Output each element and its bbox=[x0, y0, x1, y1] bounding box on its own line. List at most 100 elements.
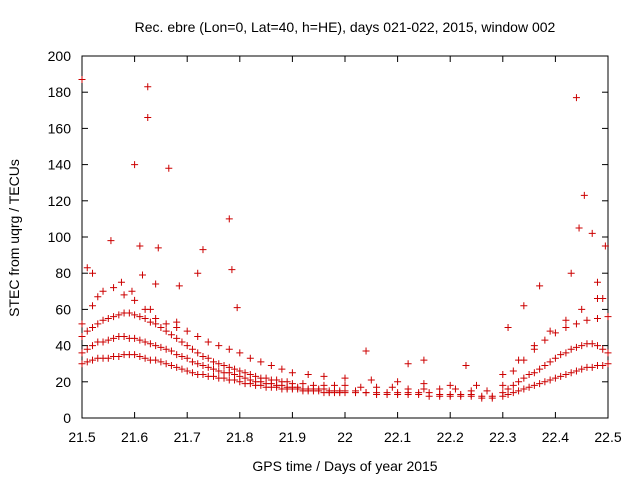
data-point bbox=[601, 242, 609, 250]
data-point bbox=[236, 349, 244, 357]
data-point bbox=[178, 352, 186, 360]
data-point bbox=[273, 376, 281, 384]
data-point bbox=[167, 362, 175, 370]
data-point bbox=[515, 356, 523, 364]
x-axis-label: GPS time / Days of year 2015 bbox=[252, 458, 437, 474]
data-point bbox=[362, 347, 370, 355]
y-tick-label: 160 bbox=[48, 120, 72, 136]
data-point bbox=[436, 385, 444, 393]
data-point bbox=[141, 354, 149, 362]
data-point bbox=[341, 381, 349, 389]
data-point bbox=[446, 381, 454, 389]
data-point bbox=[125, 309, 133, 317]
data-point bbox=[457, 390, 465, 398]
data-point bbox=[154, 244, 162, 252]
data-point bbox=[278, 365, 286, 373]
data-point bbox=[152, 280, 160, 288]
data-point bbox=[352, 387, 360, 395]
data-point bbox=[94, 293, 102, 301]
x-axis-ticks: 21.5 21.6 21.7 21.8 21.9 22 22.1 22.2 22.3 22.4 22… bbox=[68, 56, 622, 445]
data-point bbox=[593, 278, 601, 286]
data-point bbox=[267, 362, 275, 370]
data-point bbox=[473, 381, 480, 389]
data-point bbox=[162, 320, 170, 328]
data-point bbox=[415, 389, 423, 397]
data-point bbox=[183, 327, 191, 335]
data-point bbox=[131, 351, 139, 359]
x-tick-label: 22.2 bbox=[437, 429, 464, 445]
data-point bbox=[146, 318, 154, 326]
data-point bbox=[188, 358, 196, 366]
data-point bbox=[131, 334, 139, 342]
data-point bbox=[215, 367, 223, 375]
data-point bbox=[146, 340, 154, 348]
data-point bbox=[210, 372, 217, 380]
data-point bbox=[120, 291, 128, 299]
y-tick-label: 0 bbox=[63, 410, 71, 426]
data-point bbox=[504, 324, 512, 331]
x-tick-label: 21.7 bbox=[174, 429, 201, 445]
data-point bbox=[562, 349, 570, 357]
x-tick-label: 22.3 bbox=[489, 429, 516, 445]
data-point bbox=[446, 390, 454, 398]
data-point bbox=[117, 278, 125, 286]
data-point bbox=[288, 369, 296, 377]
data-point bbox=[467, 387, 475, 395]
data-point bbox=[225, 363, 233, 371]
data-point bbox=[567, 269, 575, 277]
data-point bbox=[575, 224, 583, 232]
data-point bbox=[89, 302, 97, 310]
data-point bbox=[499, 381, 507, 389]
data-point bbox=[83, 264, 91, 272]
data-point bbox=[204, 363, 212, 371]
data-point bbox=[509, 389, 517, 397]
data-point bbox=[520, 385, 528, 393]
data-point bbox=[604, 360, 612, 368]
data-point bbox=[178, 338, 186, 346]
data-point bbox=[157, 343, 165, 351]
data-point bbox=[367, 376, 375, 384]
data-point bbox=[99, 338, 107, 346]
data-point bbox=[115, 352, 123, 360]
data-point bbox=[183, 367, 191, 375]
data-point bbox=[152, 356, 160, 364]
data-point bbox=[141, 314, 149, 322]
data-point bbox=[262, 374, 270, 382]
data-point bbox=[536, 380, 544, 388]
data-point bbox=[104, 354, 112, 362]
data-point bbox=[567, 369, 575, 377]
data-point bbox=[578, 365, 586, 373]
data-point bbox=[593, 314, 601, 322]
data-point bbox=[138, 271, 146, 279]
data-point bbox=[78, 360, 86, 368]
data-point bbox=[530, 369, 538, 377]
data-point bbox=[78, 76, 86, 84]
data-point bbox=[152, 314, 160, 322]
y-tick-label: 120 bbox=[48, 193, 72, 209]
data-point bbox=[252, 372, 260, 380]
data-point bbox=[110, 313, 118, 321]
data-point bbox=[604, 313, 612, 321]
data-point bbox=[530, 381, 538, 389]
data-point bbox=[420, 356, 428, 364]
data-point bbox=[330, 381, 338, 389]
data-point bbox=[320, 372, 328, 380]
data-point bbox=[462, 362, 470, 370]
data-point bbox=[572, 320, 580, 328]
data-point bbox=[562, 324, 570, 331]
data-point bbox=[115, 311, 123, 319]
data-point bbox=[183, 342, 191, 350]
data-point bbox=[551, 374, 559, 382]
data-point bbox=[131, 311, 139, 319]
data-point bbox=[199, 362, 207, 370]
data-point bbox=[525, 383, 533, 391]
data-point bbox=[204, 338, 212, 346]
data-point bbox=[183, 354, 191, 362]
data-point bbox=[204, 354, 212, 362]
data-point bbox=[504, 385, 512, 393]
data-point bbox=[588, 340, 596, 348]
data-point bbox=[394, 389, 402, 397]
data-point bbox=[562, 316, 570, 324]
data-point bbox=[104, 336, 112, 344]
